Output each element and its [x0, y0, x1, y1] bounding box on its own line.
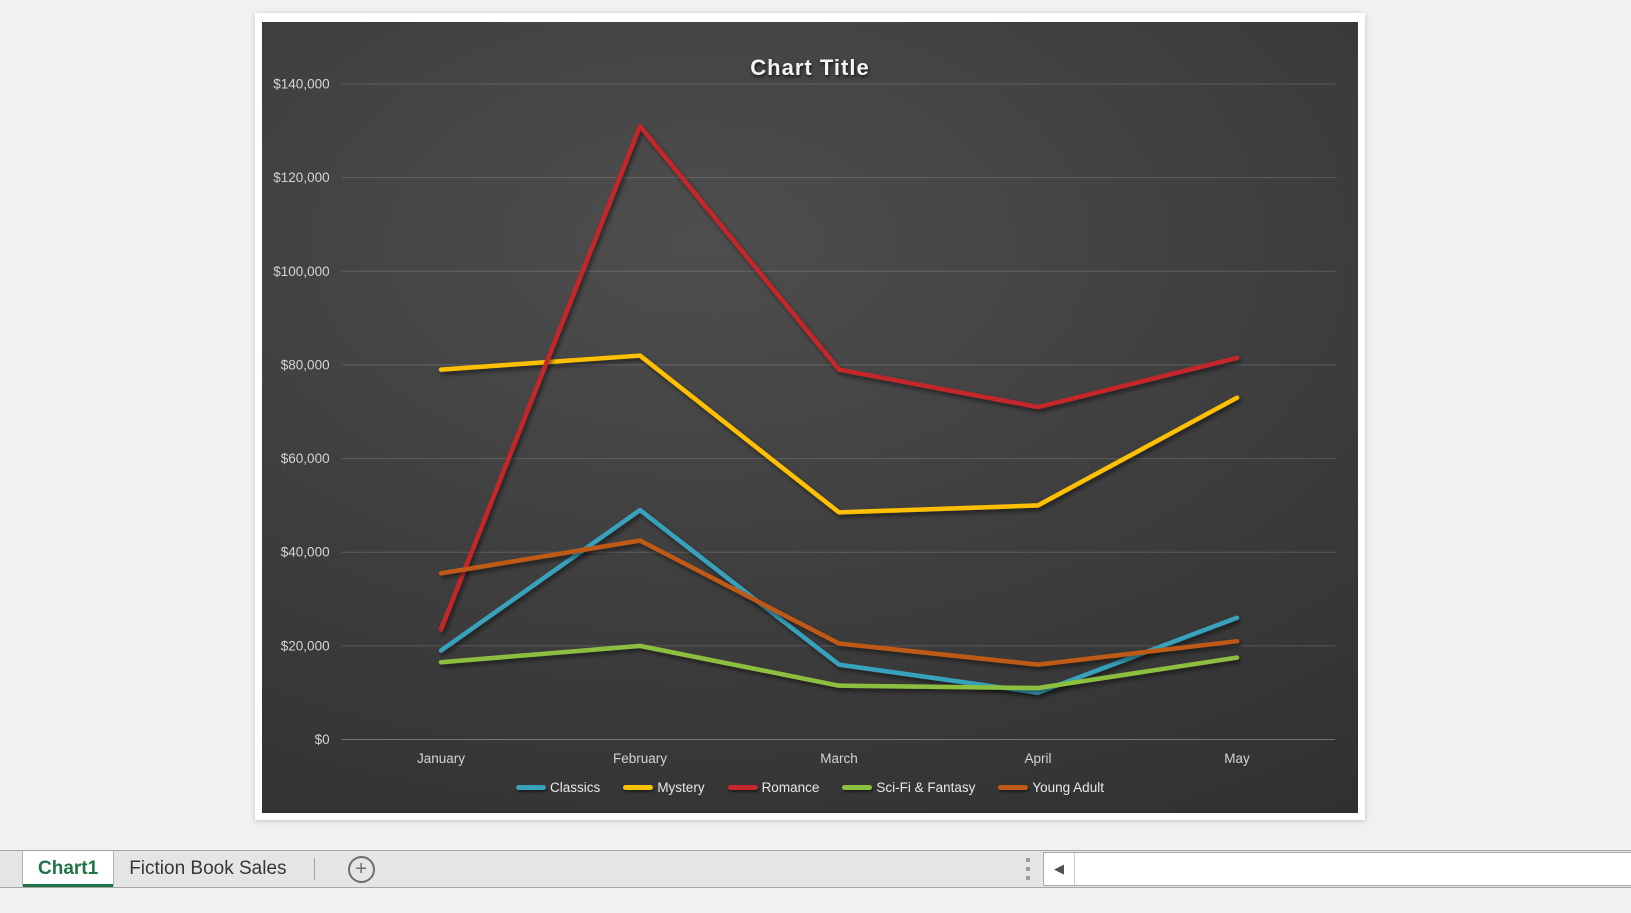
chart-title: Chart Title: [750, 55, 870, 80]
chart-legend: Classics Mystery Romance Sci-Fi & Fantasy Yo…: [262, 780, 1358, 795]
legend-label: Mystery: [657, 780, 705, 795]
y-tick-label: $0: [315, 732, 330, 747]
y-tick-label: $40,000: [281, 545, 330, 560]
legend-label: Classics: [550, 780, 601, 795]
y-tick-label: $120,000: [273, 170, 329, 185]
x-tick-label: January: [417, 751, 465, 766]
add-sheet-button[interactable]: +: [347, 855, 375, 883]
legend-swatch-icon: [623, 785, 654, 790]
x-tick-label: March: [820, 751, 858, 766]
tab-bar-left-pad: [0, 851, 22, 887]
legend-item-classics[interactable]: Classics: [516, 780, 600, 795]
y-tick-label: $60,000: [281, 451, 330, 466]
series-line-mystery[interactable]: [438, 353, 1240, 515]
legend-swatch-icon: [516, 785, 547, 790]
legend-label: Young Adult: [1032, 780, 1104, 795]
tab-bar-right-group: ◀: [1026, 851, 1631, 887]
scroll-left-icon: ◀: [1054, 861, 1064, 876]
sheet-tab-chart1[interactable]: Chart1: [22, 851, 115, 887]
splitter-dot: [1026, 876, 1030, 880]
legend-swatch-icon: [998, 785, 1029, 790]
series-line-classics[interactable]: [438, 507, 1240, 695]
x-tick-label: May: [1224, 751, 1250, 766]
y-tick-label: $80,000: [281, 357, 330, 372]
x-tick-label: February: [613, 751, 667, 766]
legend-label: Romance: [761, 780, 820, 795]
sheet-tab-fiction-book-sales[interactable]: Fiction Book Sales: [129, 858, 287, 879]
chart-sheet-page: $0 $20,000 $40,000 $60,000 $80,000 $100,000 $1…: [255, 13, 1365, 820]
y-tick-label: $140,000: [273, 77, 329, 92]
legend-item-romance[interactable]: Romance: [727, 780, 820, 795]
tab-splitter-handle[interactable]: [1026, 858, 1030, 880]
splitter-dot: [1026, 867, 1030, 871]
y-tick-label: $20,000: [281, 638, 330, 653]
legend-label: Sci-Fi & Fantasy: [876, 780, 976, 795]
scrollbar-thumb[interactable]: [1075, 853, 1631, 885]
legend-swatch-icon: [727, 785, 758, 790]
legend-item-sci-fi-fantasy[interactable]: Sci-Fi & Fantasy: [842, 780, 975, 795]
legend-item-mystery[interactable]: Mystery: [623, 780, 705, 795]
sheet-tab-bar: Chart1 Fiction Book Sales + ◀: [0, 850, 1631, 888]
series-line-young-adult[interactable]: [438, 538, 1240, 667]
chart-area[interactable]: $0 $20,000 $40,000 $60,000 $80,000 $100,000 $1…: [262, 22, 1358, 813]
splitter-dot: [1026, 858, 1030, 862]
series-line-sci-fi-fantasy[interactable]: [438, 643, 1240, 691]
tab-divider: [313, 858, 315, 880]
add-sheet-icon: +: [355, 858, 367, 880]
line-chart: $0 $20,000 $40,000 $60,000 $80,000 $100,000 $1…: [273, 77, 1336, 766]
legend-swatch-icon: [842, 785, 873, 790]
legend-item-young-adult[interactable]: Young Adult: [998, 780, 1104, 795]
scroll-left-button[interactable]: ◀: [1044, 853, 1075, 885]
y-tick-label: $100,000: [273, 264, 329, 279]
horizontal-scrollbar: ◀: [1043, 852, 1631, 886]
series-line-romance[interactable]: [438, 123, 1240, 632]
x-tick-label: April: [1024, 751, 1051, 766]
